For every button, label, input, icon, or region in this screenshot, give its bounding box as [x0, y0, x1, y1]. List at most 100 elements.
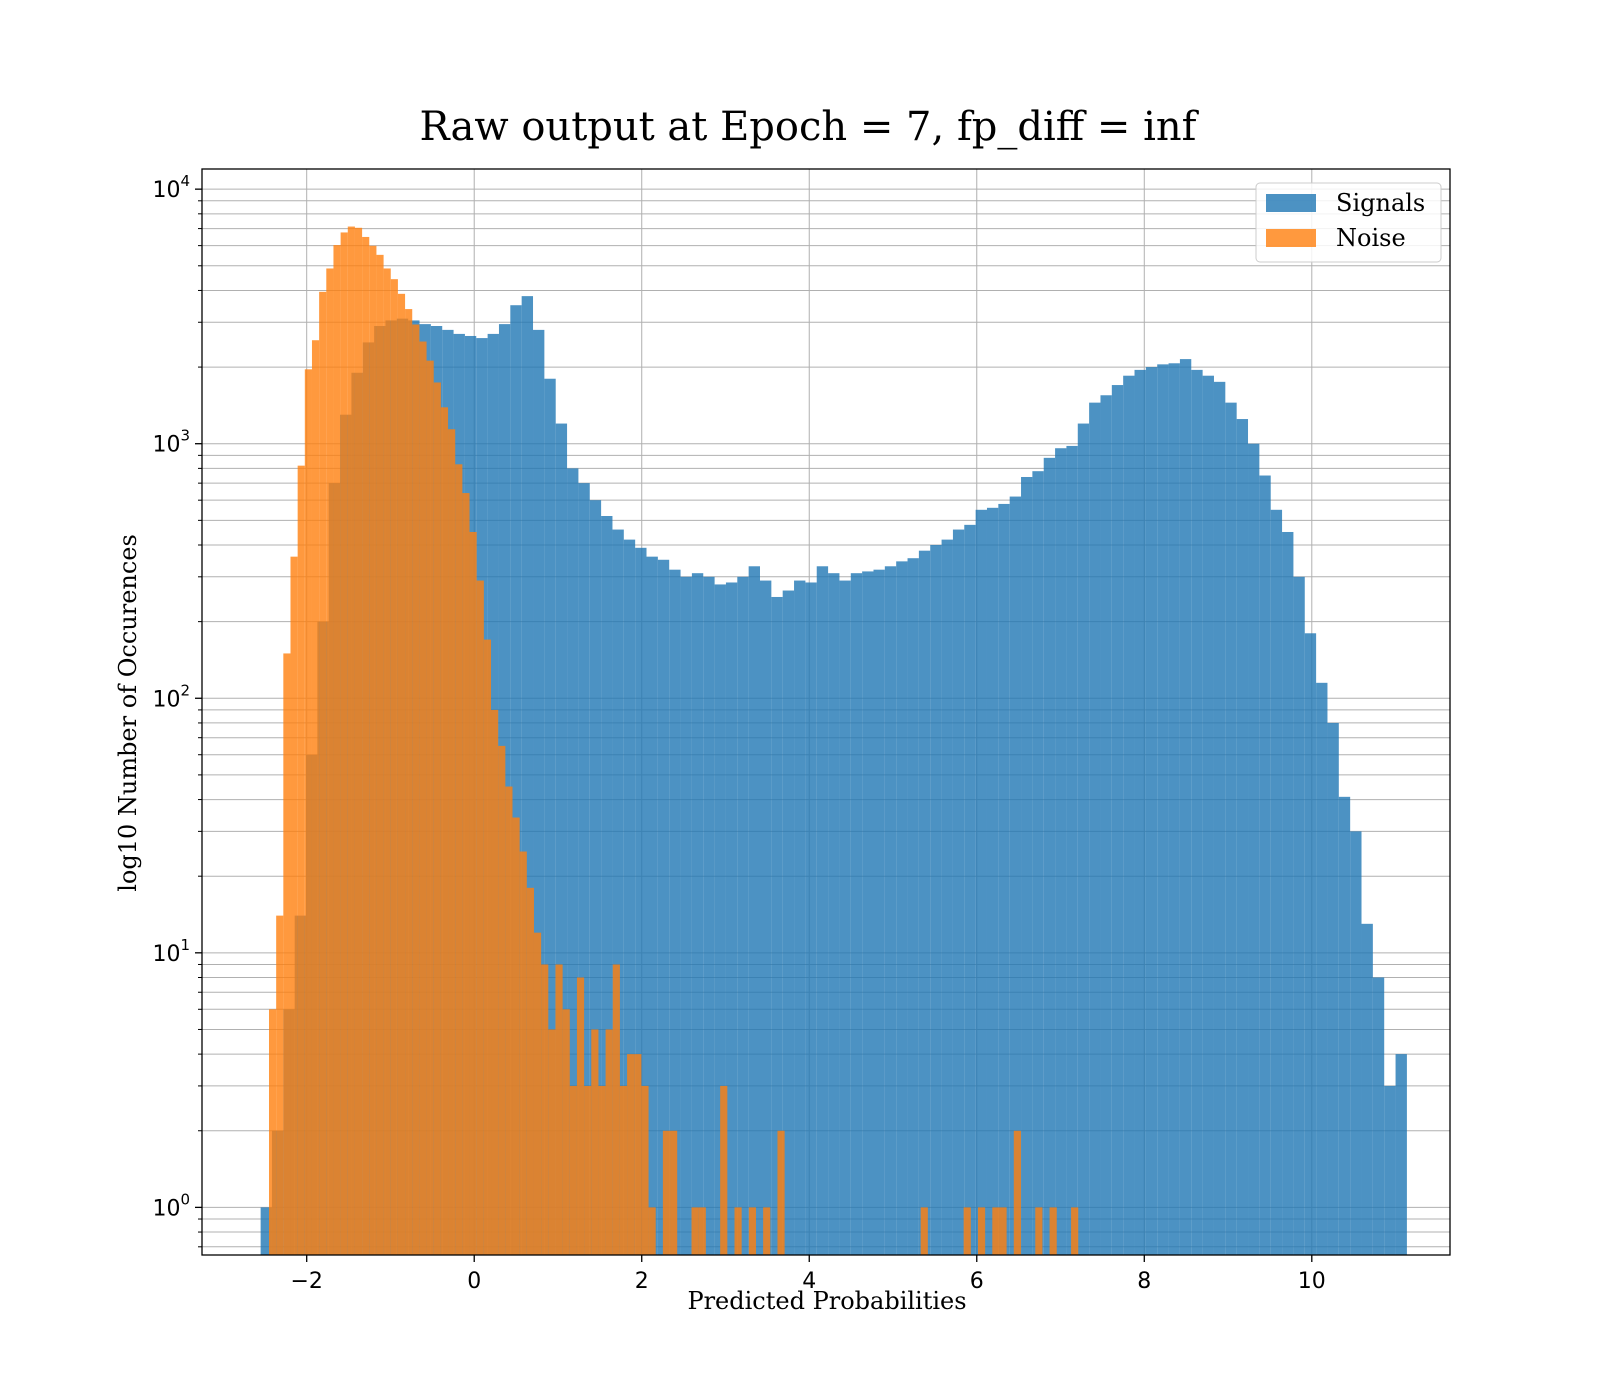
bar-noise-30	[483, 639, 492, 1255]
bar-noise-12	[354, 227, 363, 1256]
bar-signals-29	[589, 500, 602, 1256]
bar-noise-46	[598, 1085, 606, 1255]
bar-signals-55	[884, 566, 897, 1255]
bar-signals-33	[635, 547, 647, 1255]
bar-noise-7	[319, 291, 327, 1255]
bar-noise-14	[369, 245, 377, 1255]
bar-signals-82	[1191, 369, 1203, 1256]
y-tick-label: 102	[152, 681, 190, 712]
bar-signals-44	[759, 580, 772, 1255]
bar-signals-22	[510, 305, 522, 1255]
bar-noise-6	[311, 340, 320, 1255]
bar-signals-57	[907, 558, 919, 1255]
bar-noise-109	[1049, 1207, 1057, 1255]
bar-signals-53	[862, 571, 874, 1255]
bar-signals-67	[1021, 476, 1033, 1255]
bar-noise-50	[627, 1054, 635, 1255]
bar-signals-43	[748, 566, 760, 1255]
bar-signals-84	[1213, 381, 1226, 1255]
x-tick-label: 4	[802, 1269, 816, 1294]
bar-signals-60	[941, 539, 953, 1255]
bar-signals-94	[1327, 722, 1339, 1255]
bar-noise-44	[584, 1085, 592, 1255]
bar-signals-50	[828, 573, 840, 1255]
bar-signals-80	[1168, 363, 1180, 1255]
bar-signals-78	[1145, 367, 1158, 1255]
bar-signals-70	[1055, 448, 1067, 1255]
bar-noise-51	[634, 1054, 642, 1255]
bar-noise-101	[992, 1207, 1000, 1255]
bar-noise-52	[641, 1085, 649, 1255]
x-tick-label: 8	[1137, 1269, 1151, 1294]
bar-noise-102	[999, 1207, 1007, 1255]
bar-signals-38	[691, 573, 704, 1255]
bar-signals-92	[1304, 633, 1317, 1255]
bar-noise-37	[533, 932, 542, 1255]
bar-signals-99	[1384, 1085, 1396, 1255]
bar-noise-3	[290, 556, 298, 1255]
bar-noise-48	[612, 964, 620, 1255]
bar-noise-29	[476, 580, 484, 1255]
bar-signals-61	[952, 529, 965, 1255]
bar-noise-45	[591, 1029, 599, 1255]
bar-noise-34	[512, 817, 520, 1255]
y-tick-label-base: 10	[152, 687, 180, 712]
bar-noise-2	[283, 653, 291, 1255]
bar-signals-41	[725, 582, 738, 1255]
bar-signals-49	[816, 566, 829, 1255]
bar-noise-104	[1013, 1130, 1021, 1255]
bar-signals-32	[623, 539, 636, 1255]
bar-signals-93	[1316, 682, 1328, 1255]
bar-signals-48	[805, 582, 817, 1255]
bar-noise-97	[963, 1207, 971, 1255]
bar-signals-69	[1043, 457, 1056, 1255]
bar-signals-77	[1134, 369, 1146, 1256]
bar-noise-31	[491, 709, 499, 1255]
legend-swatch-noise	[1266, 229, 1316, 247]
bar-noise-9	[333, 245, 341, 1255]
bar-signals-40	[714, 584, 726, 1255]
bar-signals-56	[896, 561, 908, 1255]
bar-signals-37	[680, 576, 692, 1255]
bar-signals-23	[521, 296, 534, 1256]
bar-signals-0	[260, 1207, 272, 1255]
histogram-bars	[260, 226, 1407, 1256]
bar-signals-85	[1225, 402, 1237, 1255]
bar-signals-26	[555, 423, 568, 1255]
bar-noise-47	[605, 1029, 613, 1255]
bar-noise-49	[619, 1085, 628, 1255]
bar-noise-39	[548, 1029, 556, 1255]
bar-signals-54	[873, 569, 885, 1255]
bar-noise-53	[648, 1207, 656, 1255]
bar-signals-74	[1100, 395, 1112, 1256]
bar-noise-24	[440, 407, 449, 1255]
bar-signals-42	[737, 576, 749, 1255]
bar-signals-75	[1111, 385, 1124, 1256]
y-tick-label-exponent: 1	[180, 936, 190, 954]
bar-noise-55	[662, 1130, 671, 1255]
y-tick-label-exponent: 3	[180, 427, 190, 445]
bar-noise-56	[670, 1130, 678, 1255]
bar-signals-34	[646, 556, 658, 1255]
legend-swatch-signals	[1266, 194, 1316, 212]
bar-signals-51	[839, 580, 851, 1255]
bar-noise-63	[720, 1085, 728, 1255]
bar-noise-36	[526, 887, 534, 1255]
legend-label-signals: Signals	[1336, 189, 1425, 217]
bar-noise-59	[691, 1207, 699, 1255]
bar-noise-28	[469, 531, 477, 1255]
bar-signals-68	[1032, 471, 1044, 1255]
y-tick-label-exponent: 4	[180, 172, 190, 190]
bar-signals-98	[1372, 977, 1385, 1255]
bar-noise-4	[297, 465, 305, 1255]
bar-signals-66	[1009, 496, 1022, 1255]
bar-noise-33	[505, 786, 513, 1255]
bar-noise-22	[426, 360, 434, 1255]
bar-signals-72	[1077, 423, 1090, 1255]
bar-signals-97	[1361, 923, 1373, 1255]
bar-signals-86	[1236, 419, 1249, 1255]
bar-signals-46	[782, 590, 795, 1255]
bar-signals-89	[1270, 509, 1283, 1256]
bar-noise-21	[419, 341, 427, 1256]
